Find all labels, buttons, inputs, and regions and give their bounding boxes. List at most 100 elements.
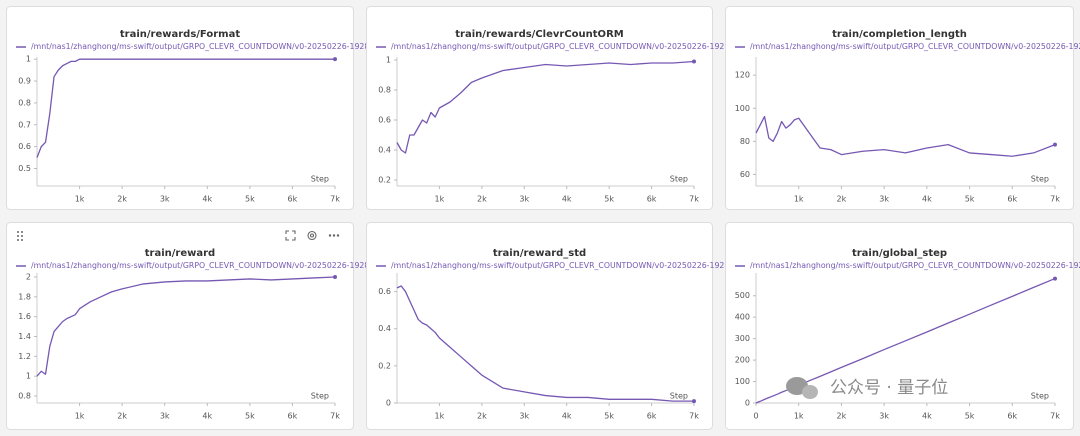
- y-tick-label: 1: [386, 56, 391, 65]
- y-tick-label: 200: [735, 356, 750, 365]
- x-tick-label: 5k: [965, 412, 975, 421]
- series-end-point: [692, 59, 696, 64]
- y-tick-label: 1: [26, 372, 31, 381]
- x-tick-label: 2k: [837, 412, 847, 421]
- x-tick-label: 7k: [689, 412, 699, 421]
- watermark-icon: [802, 385, 818, 399]
- y-tick-label: 0.6: [378, 116, 391, 125]
- x-axis-label: Step: [670, 392, 688, 401]
- y-tick-label: 400: [735, 313, 750, 322]
- x-tick-label: 5k: [965, 195, 975, 204]
- drag-handle[interactable]: [17, 231, 23, 241]
- y-tick-label: 1.6: [18, 312, 31, 321]
- chart-panel: train/rewards/ClevrCountORM/mnt/nas1/zha…: [366, 6, 739, 210]
- legend-label: /mnt/nas1/zhanghong/ms-swift/output/GRPO…: [31, 42, 379, 51]
- watermark: 公众号 · 量子位: [786, 377, 948, 399]
- y-tick-label: 100: [735, 104, 750, 113]
- y-tick-label: 0.2: [378, 361, 391, 370]
- series-line: [396, 285, 694, 402]
- x-tick-label: 4k: [202, 412, 212, 421]
- series-line: [396, 60, 695, 154]
- x-tick-label: 6k: [288, 195, 298, 204]
- y-tick-label: 0.8: [378, 86, 391, 95]
- x-tick-label: 5k: [604, 195, 614, 204]
- legend-label: /mnt/nas1/zhanghong/ms-swift/output/GRPO…: [750, 42, 1080, 51]
- x-tick-label: 2k: [477, 412, 487, 421]
- panel-background: [6, 222, 354, 430]
- x-tick-label: 2k: [117, 195, 127, 204]
- x-tick-label: 5k: [245, 412, 255, 421]
- series-line: [755, 277, 1056, 404]
- chart-panel: train/global_step/mnt/nas1/zhanghong/ms-…: [725, 222, 1080, 430]
- chart-panel: train/reward/mnt/nas1/zhanghong/ms-swift…: [6, 222, 379, 430]
- chart-title: train/completion_length: [832, 29, 967, 40]
- x-tick-label: 0: [753, 412, 758, 421]
- y-tick-label: 0.8: [18, 392, 31, 401]
- x-tick-label: 4k: [562, 412, 572, 421]
- x-axis-label: Step: [1031, 175, 1049, 184]
- series-end-point: [692, 399, 696, 404]
- legend-label: /mnt/nas1/zhanghong/ms-swift/output/GRPO…: [391, 261, 739, 270]
- panel-background: [725, 222, 1074, 430]
- y-tick-label: 0.6: [378, 287, 391, 296]
- panel-background: [366, 6, 713, 210]
- x-axis-label: Step: [670, 175, 688, 184]
- x-tick-label: 1k: [794, 412, 804, 421]
- y-tick-label: 2: [26, 272, 31, 281]
- chart-panel: train/rewards/Format/mnt/nas1/zhanghong/…: [6, 6, 379, 210]
- chart-panel: train/completion_length/mnt/nas1/zhangho…: [725, 6, 1080, 210]
- y-tick-label: 60: [740, 170, 750, 179]
- x-axis-label: Step: [311, 175, 329, 184]
- y-tick-label: 0.6: [18, 142, 31, 151]
- x-tick-label: 5k: [245, 195, 255, 204]
- y-tick-label: 0: [745, 399, 750, 408]
- x-tick-label: 3k: [160, 195, 170, 204]
- x-tick-label: 7k: [689, 195, 699, 204]
- x-tick-label: 7k: [1050, 195, 1060, 204]
- y-tick-label: 0.4: [378, 324, 391, 333]
- settings-icon[interactable]: [307, 230, 317, 241]
- chart-title: train/reward_std: [493, 248, 586, 259]
- x-tick-label: 7k: [330, 412, 340, 421]
- series-line: [755, 115, 1056, 157]
- fullscreen-icon[interactable]: [285, 230, 296, 241]
- y-tick-label: 1.8: [18, 292, 31, 301]
- x-tick-label: 6k: [1007, 195, 1017, 204]
- chart-title: train/reward: [145, 248, 215, 259]
- more-icon[interactable]: [328, 234, 340, 237]
- y-tick-label: 500: [735, 291, 750, 300]
- x-tick-label: 4k: [562, 195, 572, 204]
- panel-toolbar: [17, 230, 340, 241]
- x-tick-label: 4k: [202, 195, 212, 204]
- x-tick-label: 2k: [117, 412, 127, 421]
- series-line: [36, 58, 335, 158]
- x-tick-label: 1k: [435, 195, 445, 204]
- x-tick-label: 1k: [75, 412, 85, 421]
- x-tick-label: 1k: [75, 195, 85, 204]
- x-tick-label: 4k: [922, 412, 932, 421]
- watermark-text: 公众号 · 量子位: [830, 378, 948, 398]
- x-tick-label: 3k: [519, 412, 529, 421]
- legend-label: /mnt/nas1/zhanghong/ms-swift/output/GRPO…: [391, 42, 739, 51]
- y-tick-label: 1: [26, 55, 31, 64]
- legend-label: /mnt/nas1/zhanghong/ms-swift/output/GRPO…: [750, 261, 1080, 270]
- series-line: [36, 276, 336, 377]
- x-tick-label: 6k: [288, 412, 298, 421]
- y-tick-label: 0.5: [18, 164, 31, 173]
- x-tick-label: 7k: [330, 195, 340, 204]
- x-tick-label: 2k: [837, 195, 847, 204]
- x-tick-label: 2k: [477, 195, 487, 204]
- y-tick-label: 300: [735, 334, 750, 343]
- y-tick-label: 0.4: [378, 146, 391, 155]
- y-tick-label: 1.4: [18, 332, 31, 341]
- x-axis-label: Step: [1031, 392, 1049, 401]
- x-tick-label: 3k: [879, 412, 889, 421]
- panel-background: [725, 6, 1074, 210]
- chart-title: train/global_step: [852, 248, 947, 259]
- series-end-point: [333, 57, 337, 62]
- y-tick-label: 120: [735, 71, 750, 80]
- x-tick-label: 3k: [519, 195, 529, 204]
- panel-background: [6, 6, 354, 210]
